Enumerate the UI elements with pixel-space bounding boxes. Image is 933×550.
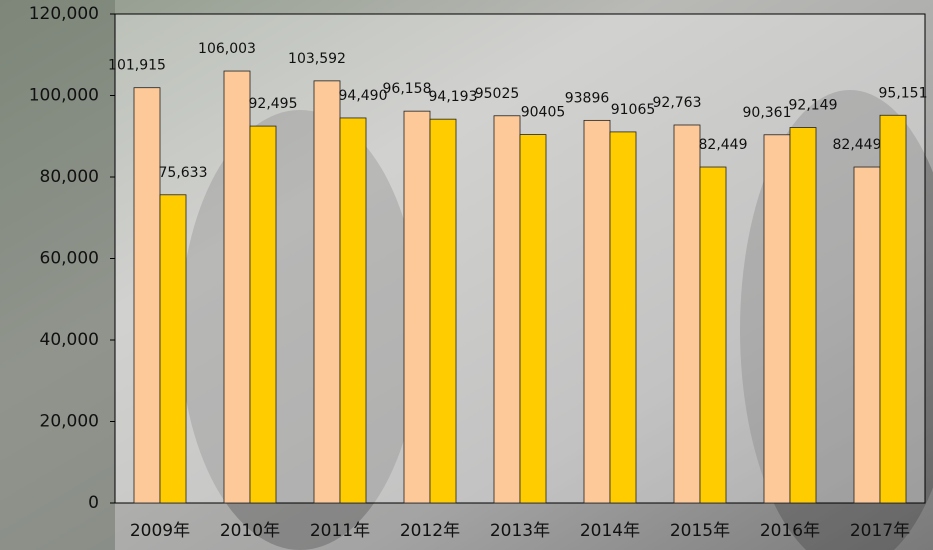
y-tick-label: 80,000 xyxy=(40,167,99,187)
x-tick-label: 2015年 xyxy=(670,521,730,541)
value-label: 103,592 xyxy=(288,51,346,67)
bar xyxy=(249,125,277,504)
bar xyxy=(159,194,187,504)
x-tick-label: 2016年 xyxy=(760,521,820,541)
bar xyxy=(519,134,547,504)
x-tick-label: 2010年 xyxy=(220,521,280,541)
value-label: 94,490 xyxy=(339,88,388,104)
bar xyxy=(583,119,611,504)
x-tick-label: 2011年 xyxy=(310,521,370,541)
bar xyxy=(879,114,907,504)
bar xyxy=(609,131,637,504)
bar xyxy=(313,80,341,504)
value-label: 92,763 xyxy=(653,95,702,111)
value-label: 106,003 xyxy=(198,41,256,57)
bar xyxy=(429,118,457,504)
y-tick-label: 100,000 xyxy=(29,86,99,106)
x-tick-label: 2013年 xyxy=(490,521,550,541)
bar xyxy=(763,134,791,504)
x-tick-label: 2012年 xyxy=(400,521,460,541)
value-label: 96,158 xyxy=(383,81,432,97)
x-tick-label: 2009年 xyxy=(130,521,190,541)
y-tick-label: 40,000 xyxy=(40,330,99,350)
value-label: 90,361 xyxy=(743,105,792,121)
value-label: 92,495 xyxy=(249,96,298,112)
value-label: 101,915 xyxy=(108,58,166,74)
bar xyxy=(853,166,881,504)
value-label: 82,449 xyxy=(699,137,748,153)
bar xyxy=(699,166,727,504)
y-tick-label: 20,000 xyxy=(40,412,99,432)
value-label: 94,193 xyxy=(429,89,478,105)
bar xyxy=(673,124,701,504)
value-label: 90405 xyxy=(521,105,566,121)
bar xyxy=(403,110,431,504)
bar xyxy=(133,87,161,504)
value-label: 95,151 xyxy=(879,85,928,101)
y-tick-label: 0 xyxy=(88,493,99,513)
background-shade xyxy=(0,0,115,550)
value-label: 95025 xyxy=(475,86,520,102)
x-tick-label: 2014年 xyxy=(580,521,640,541)
value-label: 82,449 xyxy=(833,137,882,153)
bar xyxy=(339,117,367,504)
value-label: 92,149 xyxy=(789,97,838,113)
bar xyxy=(789,127,817,504)
bar xyxy=(493,115,521,504)
x-tick-label: 2017年 xyxy=(850,521,910,541)
y-tick-label: 60,000 xyxy=(40,249,99,269)
bar xyxy=(223,70,251,504)
value-label: 75,633 xyxy=(159,165,208,181)
y-tick-label: 120,000 xyxy=(29,4,99,24)
value-label: 93896 xyxy=(565,90,610,106)
value-label: 91065 xyxy=(611,102,656,118)
